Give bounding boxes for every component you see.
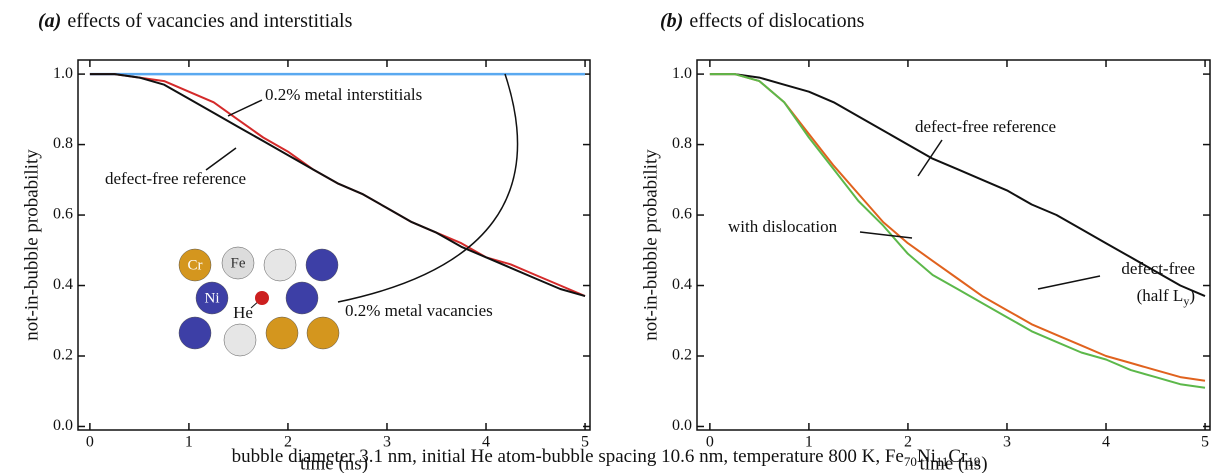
atom (263, 248, 297, 282)
atom (178, 248, 212, 282)
y-axis-label: not-in-bubble probability (21, 149, 42, 341)
caption: bubble diameter 3.1 nm, initial He atom-… (232, 446, 981, 469)
y-axis-label: not-in-bubble probability (640, 149, 661, 341)
atom (195, 281, 229, 315)
x-axis-label: time (ns) (300, 453, 368, 473)
panel-title: (a) effects of vacancies and interstitial… (38, 10, 353, 32)
series-annotation: defect-free reference (105, 169, 246, 188)
series-annotation: defect-free reference (915, 117, 1056, 136)
caption-part: Ni (917, 446, 936, 467)
leader-line (205, 147, 237, 171)
y-tick-label: 0.2 (53, 347, 73, 364)
caption-subscript: 11 (936, 454, 949, 469)
caption-part: bubble diameter 3.1 nm, initial He atom-… (232, 446, 904, 467)
panel-label: (b) (660, 10, 683, 32)
x-tick-label: 0 (86, 434, 94, 451)
atom (285, 281, 319, 315)
y-tick-label: 0.2 (672, 347, 692, 364)
series-annotation: (half Ly) (1137, 286, 1195, 308)
atom-inset: Cr Fe Ni He (178, 246, 340, 357)
y-tick-label: 0.4 (53, 276, 73, 293)
x-tick-label: 4 (1102, 434, 1110, 451)
y-tick-label: 1.0 (672, 65, 692, 82)
x-tick-label: 5 (1201, 434, 1209, 451)
atom (178, 316, 212, 350)
leader-line (917, 139, 943, 177)
x-tick-label: 2 (904, 434, 912, 451)
x-tick-label: 5 (581, 434, 589, 451)
plot-frame (696, 59, 1211, 431)
series-line (709, 73, 1206, 298)
leader-line (337, 73, 519, 303)
y-tick-label: 0.0 (672, 417, 692, 434)
atom-label: Ni (205, 290, 220, 306)
caption-part: Cr (948, 446, 968, 467)
atom-label: Fe (231, 255, 246, 271)
atom-label: Cr (188, 257, 203, 273)
x-tick-label: 0 (706, 434, 714, 451)
caption-subscript: 19 (967, 454, 980, 469)
y-tick-label: 0.6 (672, 206, 692, 223)
x-tick-label: 2 (284, 434, 292, 451)
plot-frame (77, 59, 591, 431)
panel-title-text: effects of dislocations (689, 10, 864, 32)
y-tick-label: 0.8 (53, 135, 73, 152)
x-tick-label: 4 (482, 434, 490, 451)
series-annotation: defect-free (1121, 259, 1195, 278)
leader-line (859, 231, 913, 239)
x-axis-label: time (ns) (919, 453, 987, 473)
atom (265, 316, 299, 350)
atom (221, 246, 255, 280)
series-annotation: 0.2% metal vacancies (345, 301, 493, 320)
series-annotation: with dislocation (728, 217, 838, 236)
series-line (89, 73, 586, 298)
y-tick-label: 0.0 (53, 417, 73, 434)
series-line (709, 73, 1206, 389)
atom (305, 248, 339, 282)
y-tick-label: 0.4 (672, 276, 692, 293)
series-annotation: 0.2% metal interstitials (265, 85, 422, 104)
panel-title-text: effects of vacancies and interstitials (67, 10, 352, 32)
atom-label: He (233, 303, 253, 322)
annotation-part: (half L (1137, 286, 1184, 305)
panel-label: (a) (38, 10, 61, 32)
atom (223, 323, 257, 357)
he-atom (255, 291, 269, 305)
leader-line (227, 99, 263, 117)
caption-subscript: 70 (904, 454, 917, 469)
y-tick-label: 0.8 (672, 135, 692, 152)
annotation-part: ) (1189, 286, 1195, 305)
x-tick-label: 3 (1003, 434, 1011, 451)
leader-line (1037, 275, 1101, 290)
atom (306, 316, 340, 350)
subscript: y (1183, 294, 1189, 308)
x-tick-label: 1 (185, 434, 193, 451)
y-tick-label: 1.0 (53, 65, 73, 82)
panel-title: (b) effects of dislocations (660, 10, 865, 32)
y-tick-label: 0.6 (53, 206, 73, 223)
x-tick-label: 1 (805, 434, 813, 451)
x-tick-label: 3 (383, 434, 391, 451)
